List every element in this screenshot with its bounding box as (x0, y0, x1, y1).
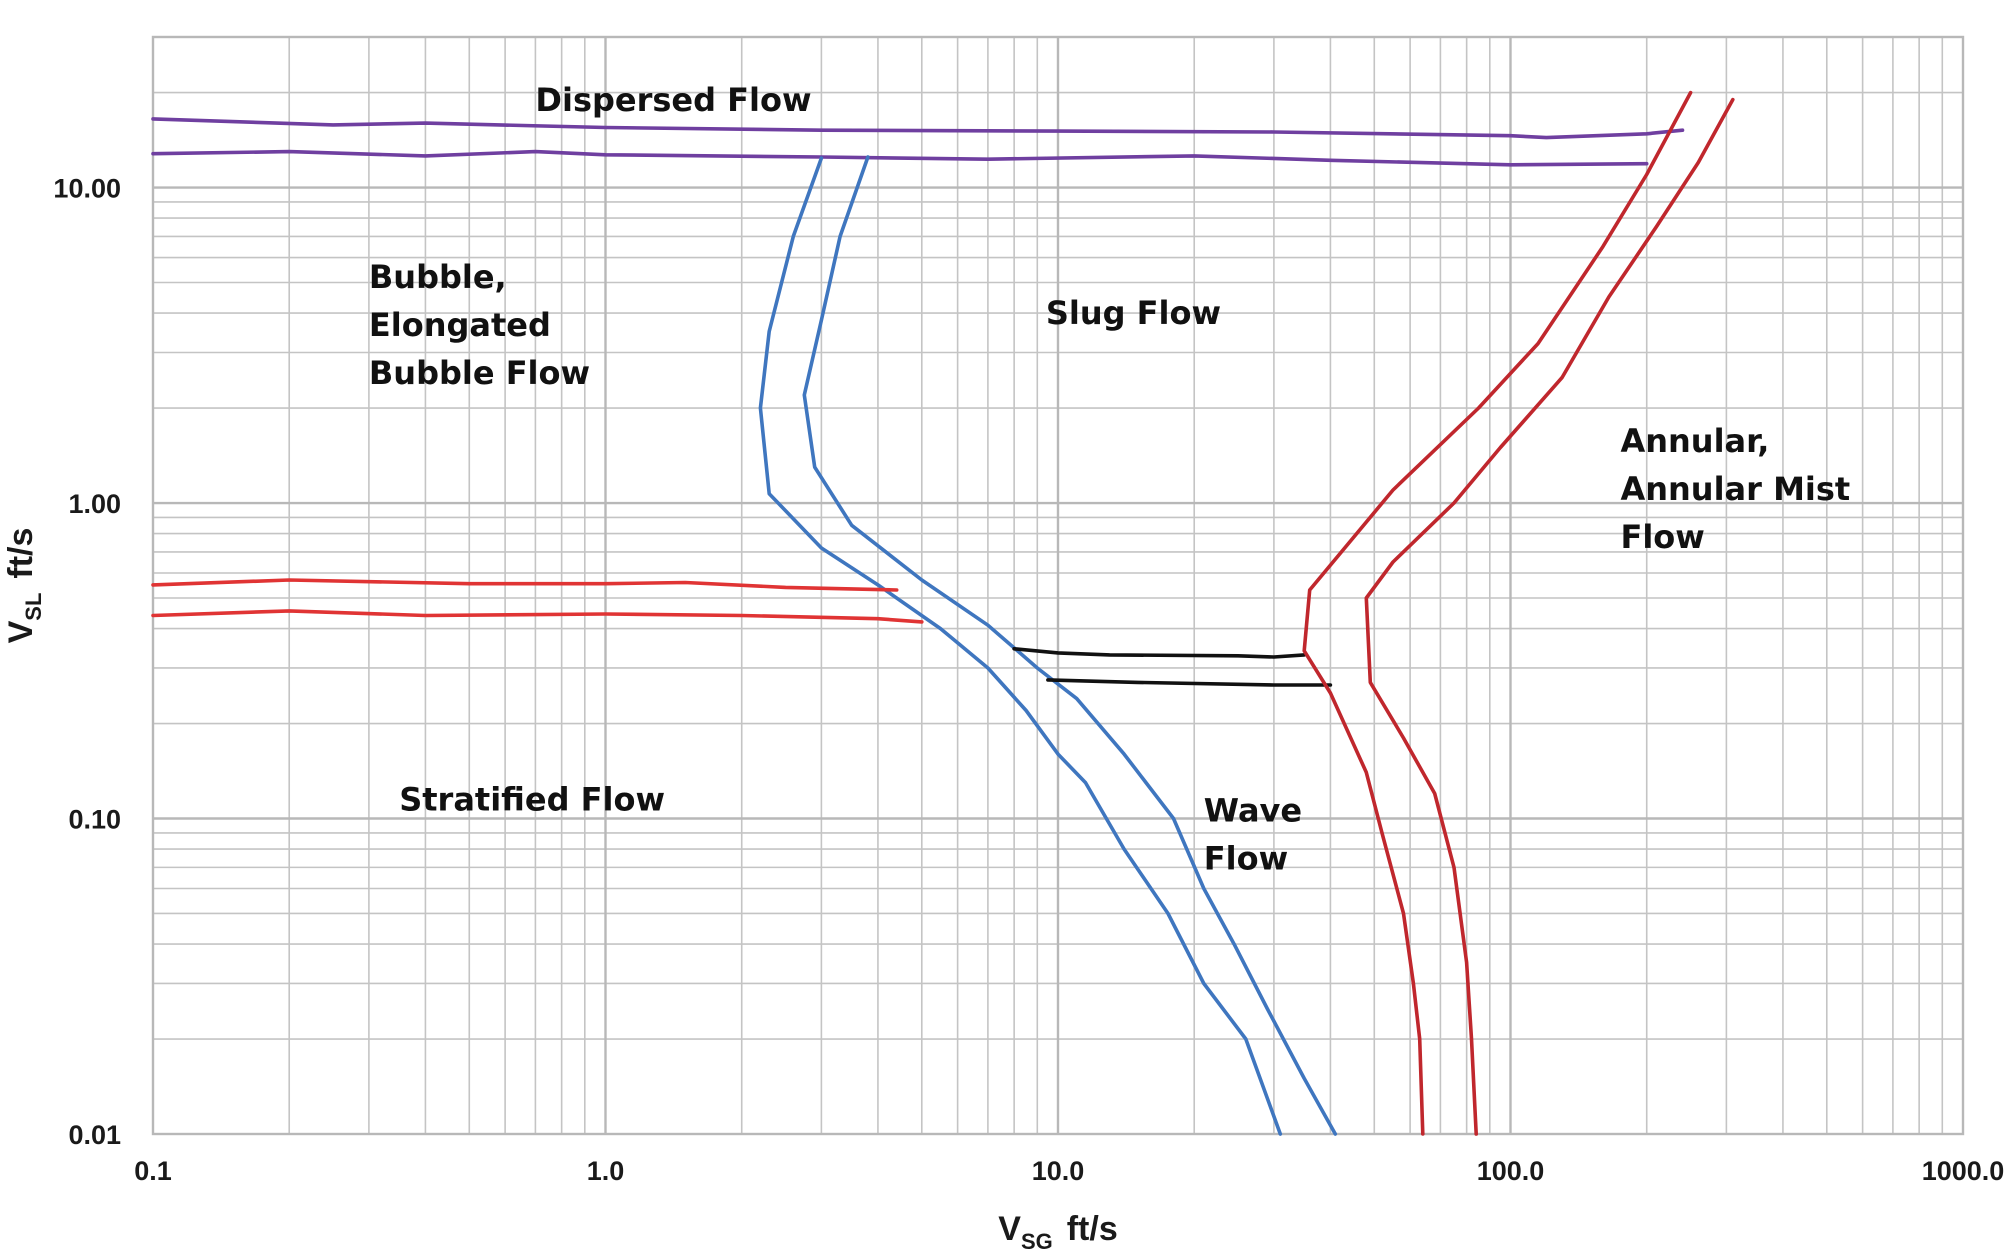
boundary-line-10 (1364, 97, 1735, 1136)
region-label: Slug Flow (1046, 294, 1221, 332)
boundary-line-8 (1046, 678, 1333, 687)
region-label-line: Flow (1204, 839, 1288, 877)
region-label: Annular, Annular Mist Flow (1620, 422, 1850, 556)
region-label-line: Annular Mist (1620, 470, 1850, 508)
x-axis-label-sub: SG (1021, 1229, 1053, 1251)
x-axis-label-main: V (998, 1210, 1021, 1248)
x-axis-label: VSG ft/s (998, 1210, 1117, 1251)
region-label: Dispersed Flow (535, 81, 811, 119)
x-tick-label: 100.0 (1477, 1156, 1545, 1186)
y-tick-label: 10.00 (53, 174, 121, 204)
boundary-line-6 (151, 609, 924, 624)
region-label-line: Wave (1204, 791, 1302, 829)
region-label-line: Flow (1620, 518, 1704, 556)
region-label-line: Bubble Flow (369, 354, 590, 392)
x-tick-label: 10.0 (1032, 1156, 1085, 1186)
x-tick-label: 1000.0 (1922, 1156, 2005, 1186)
region-label-line: Bubble, (369, 258, 507, 296)
boundary-line-5 (151, 578, 899, 592)
region-label-line: Dispersed Flow (535, 81, 811, 119)
y-axis-label: VSL ft/s (2, 528, 46, 644)
region-label-line: Slug Flow (1046, 294, 1221, 332)
y-tick-label: 1.00 (68, 489, 121, 519)
region-label: Wave Flow (1204, 791, 1302, 877)
y-axis-label-main: V (2, 620, 40, 643)
y-tick-label: 0.01 (68, 1120, 121, 1150)
y-axis-label-sub: SL (21, 593, 46, 621)
region-label-line: Stratified Flow (399, 781, 665, 819)
boundary-line-2 (151, 149, 1649, 167)
y-axis-label-unit: ft/s (2, 528, 40, 579)
boundary-line-1 (151, 117, 1685, 140)
boundary-line-3 (758, 156, 1283, 1136)
region-label: Stratified Flow (399, 781, 665, 819)
region-label-line: Elongated (369, 306, 551, 344)
x-axis-label-unit: ft/s (1067, 1210, 1118, 1248)
boundary-line-7 (1012, 646, 1306, 659)
boundary-line-9 (1302, 90, 1693, 1136)
boundary-lines (151, 90, 1735, 1136)
x-axis-tick-labels: 0.1 1.0 10.0 100.0 1000.0 (134, 1156, 2004, 1186)
x-tick-label: 0.1 (134, 1156, 172, 1186)
y-tick-label: 0.10 (68, 805, 121, 835)
boundary-line-4 (802, 155, 1338, 1136)
flow-regime-labels: Dispersed Flow Bubble, Elongated Bubble Flo… (369, 81, 1850, 877)
region-label-line: Annular, (1620, 422, 1769, 460)
x-tick-label: 1.0 (587, 1156, 625, 1186)
region-label: Bubble, Elongated Bubble Flow (369, 258, 590, 392)
y-axis-tick-labels: 0.01 0.10 1.00 10.00 (53, 174, 121, 1150)
